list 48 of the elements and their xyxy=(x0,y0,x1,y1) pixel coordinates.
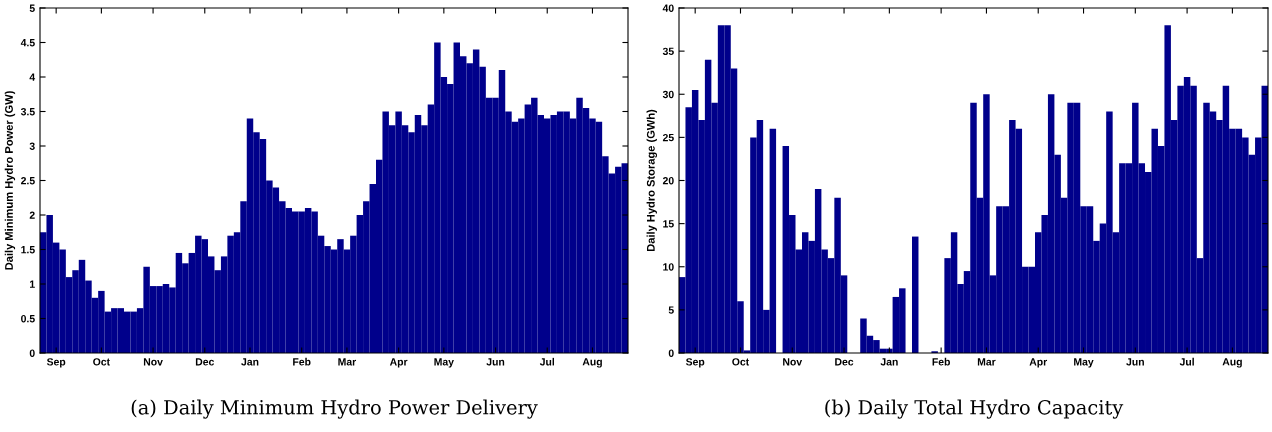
x-tick-label: Aug xyxy=(582,358,602,368)
y-tick-label: 25 xyxy=(662,133,674,142)
y-tick-label: 2.5 xyxy=(21,177,35,185)
y-tick-label: 40 xyxy=(662,4,674,12)
x-tick-label: Mar xyxy=(977,358,996,366)
y-axis-title: Daily Hydro Storage (GWh) xyxy=(646,109,657,252)
y-axis-title: Daily Minimum Hydro Power (GW) xyxy=(4,91,16,270)
y-tick-label: 3.5 xyxy=(20,108,35,116)
x-tick-label: Apr xyxy=(1029,358,1048,368)
x-tick-label: Feb xyxy=(932,357,950,366)
text: (b) Daily Total Hydro Capacity xyxy=(825,399,1124,419)
x-tick-label: May xyxy=(1074,358,1094,368)
y-tick-label: 5 xyxy=(668,306,674,314)
y-tick-label: 10 xyxy=(663,263,674,271)
y-tick-label: 0.5 xyxy=(21,315,35,323)
x-tick-label: Jun xyxy=(1126,358,1144,366)
x-tick-label: Jan xyxy=(241,358,259,366)
y-tick-label: 35 xyxy=(662,47,674,56)
x-tick-label: Jan xyxy=(880,358,898,366)
y-tick-label: 3 xyxy=(29,142,35,150)
y-tick-label: 2 xyxy=(29,211,35,219)
x-tick-label: Nov xyxy=(783,358,803,366)
y-tick-label: 0 xyxy=(668,349,674,357)
x-tick-label: Jul xyxy=(1179,357,1194,366)
y-tick-label: 0 xyxy=(29,349,35,357)
x-tick-label: Mar xyxy=(338,358,357,366)
x-tick-label: Apr xyxy=(389,358,408,368)
y-tick-label: 1.5 xyxy=(21,246,35,254)
y-tick-label: 30 xyxy=(662,90,674,99)
y-tick-label: 20 xyxy=(662,177,674,185)
y-tick-label: 15 xyxy=(663,220,674,228)
x-tick-label: Oct xyxy=(93,358,110,366)
x-tick-label: Oct xyxy=(732,358,750,366)
y-tick-label: 1 xyxy=(30,280,35,288)
x-tick-label: Sep xyxy=(685,358,705,368)
x-tick-label: Feb xyxy=(293,357,311,366)
y-tick-label: 5 xyxy=(29,4,35,12)
x-tick-label: Dec xyxy=(835,358,854,366)
x-tick-label: Aug xyxy=(1222,358,1242,368)
x-tick-label: Nov xyxy=(143,358,163,366)
y-tick-label: 4.5 xyxy=(20,39,35,47)
y-tick-label: 4 xyxy=(29,73,36,81)
x-tick-label: Jul xyxy=(539,357,555,366)
x-tick-label: Sep xyxy=(46,358,66,368)
text: (a) Daily Minimum Hydro Power Delivery xyxy=(131,399,538,419)
x-tick-label: Dec xyxy=(195,358,215,366)
x-tick-label: Jun xyxy=(486,358,505,366)
x-tick-label: May xyxy=(434,358,454,368)
